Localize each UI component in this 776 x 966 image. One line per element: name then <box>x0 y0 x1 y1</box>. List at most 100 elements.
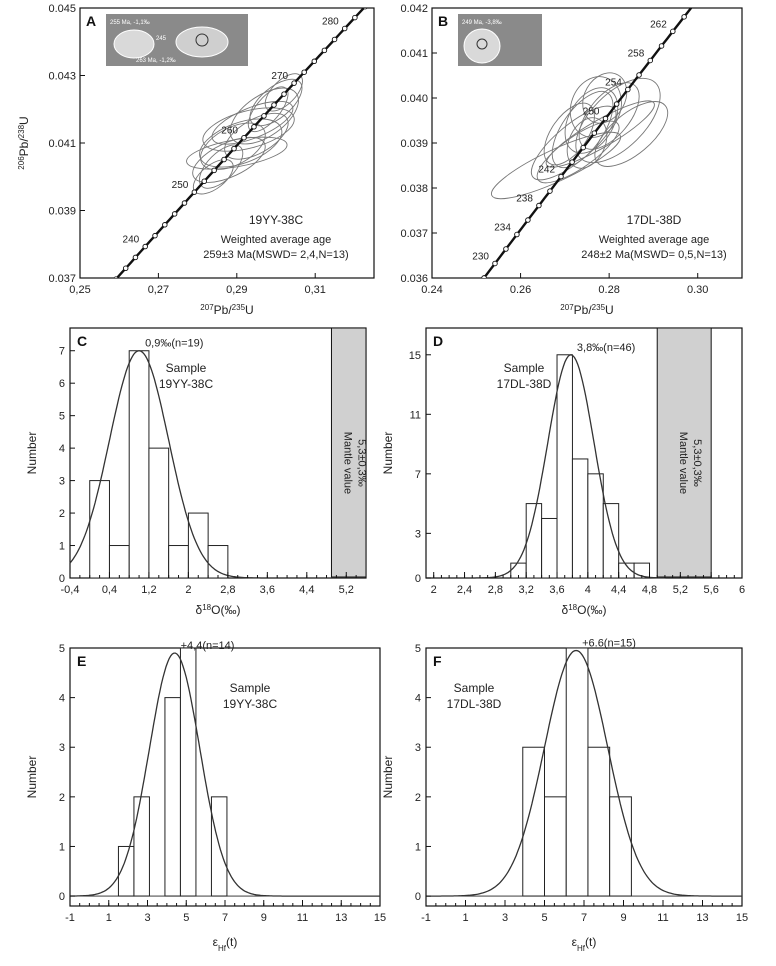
concordia-age-marker <box>460 305 465 310</box>
panel-letter: B <box>438 13 448 29</box>
mantle-value-band <box>330 327 367 578</box>
x-tick-label: 4 <box>585 584 591 596</box>
distribution-curve <box>70 652 380 897</box>
concordia-age-marker <box>122 265 129 272</box>
concordia-age-marker <box>191 189 198 195</box>
histogram-bar <box>587 746 611 897</box>
concordia-age-marker <box>503 246 509 252</box>
panel-letter: D <box>433 333 443 349</box>
y-tick-label: 4 <box>59 443 65 455</box>
concordia-age-marker <box>241 134 247 141</box>
mantle-value: 5,3±0,3‰ <box>356 439 368 487</box>
y-axis-label: Number <box>25 432 39 475</box>
histogram-bar <box>544 796 567 897</box>
y-tick-label: 5 <box>415 643 421 655</box>
y-tick-label: 5 <box>59 411 65 423</box>
panel-a: 240 250 260 270 280 0,25 0,27 0,29 0,31 0.037 0.03… <box>17 3 375 379</box>
x-tick-label: 5,2 <box>339 584 354 596</box>
concordia-age-marker <box>362 8 368 10</box>
mantle-label: Mantle value <box>677 432 689 494</box>
concordia-age-marker <box>113 276 119 278</box>
concordia-age-label: 270 <box>271 71 288 82</box>
concordia-age-marker <box>261 113 267 119</box>
x-tick-label: 3,6 <box>260 584 275 596</box>
x-tick-label: -1 <box>421 912 431 924</box>
x-tick-label: 2,8 <box>488 584 503 596</box>
error-ellipse <box>199 144 244 189</box>
plot-frame <box>69 327 367 579</box>
concordia-age-marker <box>681 14 687 20</box>
concordia-age-marker <box>181 200 188 206</box>
x-tick-label: 13 <box>696 912 708 924</box>
x-tick-label: 7 <box>222 912 228 924</box>
age-label: Weighted average age <box>221 234 332 246</box>
y-tick-label: 0.041 <box>48 138 76 150</box>
panel-e: -1 1 3 5 7 9 11 13 15012345εHf(t)NumberE+4,4(n=1… <box>25 640 386 953</box>
peak-label: +6.6(n=15) <box>582 637 636 649</box>
zircon-grain <box>113 29 155 59</box>
y-tick-label: 2 <box>59 508 65 520</box>
distribution-curve <box>426 354 742 579</box>
x-tick-label: 5,6 <box>704 584 719 596</box>
x-axis-label: 207Pb/235U <box>560 303 613 318</box>
error-ellipse <box>202 107 295 152</box>
concordia-age-marker <box>481 275 487 278</box>
histogram-bar <box>168 545 189 579</box>
x-tick-label: 3 <box>144 912 150 924</box>
concordia-age-label: 260 <box>221 126 238 137</box>
inset-label: 263 Ma, -1,2‰ <box>136 58 176 64</box>
x-tick-label: 0,27 <box>148 284 169 296</box>
histogram-bar <box>541 517 558 579</box>
concordia-age-marker <box>104 288 109 293</box>
x-tick-label: -0,4 <box>61 584 80 596</box>
y-tick-label: 0.043 <box>48 71 76 83</box>
y-tick-label: 2 <box>415 792 421 804</box>
concordia-age-label: 230 <box>472 251 489 262</box>
y-tick-label: 0.045 <box>48 3 76 15</box>
y-axis-label: Number <box>381 432 395 475</box>
concordia-age-label: 240 <box>123 235 140 246</box>
concordia-age-marker <box>27 374 32 379</box>
y-tick-label: 3 <box>59 742 65 754</box>
concordia-age-marker <box>301 69 307 75</box>
sample-id: 17DL-38D <box>447 697 502 711</box>
x-tick-label: 2 <box>185 584 191 596</box>
y-tick-label: 1 <box>59 841 65 853</box>
panel-b: 230 234 238 242 250 254 258 262 0.24 0.26 0.28 0.30… <box>384 3 743 411</box>
concordia-age-marker <box>658 43 665 49</box>
x-tick-label: 5 <box>183 912 189 924</box>
concordia-age-marker <box>384 406 389 411</box>
x-tick-label: 1,2 <box>141 584 156 596</box>
concordia-age-label: 250 <box>583 107 600 118</box>
inset-label: 245 <box>156 36 167 42</box>
x-tick-label: 0.30 <box>687 284 708 296</box>
error-ellipse <box>249 78 303 127</box>
concordia-age-label: 238 <box>516 194 533 205</box>
distribution-curve <box>69 350 366 579</box>
concordia-age-marker <box>201 178 207 185</box>
plot-area <box>27 8 368 379</box>
histogram-bar <box>187 512 209 579</box>
histogram-bar <box>609 796 632 897</box>
y-axis-label: Number <box>25 756 39 799</box>
concordia-age-marker <box>558 173 564 180</box>
concordia-age-marker <box>221 156 227 163</box>
sample-label: 17DL-38D <box>627 213 682 227</box>
age-result: 248±2 Ma(MSWD= 0,5,N=13) <box>581 249 726 261</box>
histogram-bar <box>164 697 181 897</box>
histogram-bar <box>556 354 573 579</box>
x-tick-label: 2,4 <box>457 584 472 596</box>
concordia-age-label: 254 <box>605 78 622 89</box>
sample-label: Sample <box>166 361 207 375</box>
mantle-value: 5,3±0,3‰ <box>691 439 703 487</box>
error-ellipse <box>569 76 622 138</box>
zircon-grain <box>175 26 229 58</box>
concordia-curve <box>115 8 366 278</box>
sample-label: 19YY-38C <box>249 213 304 227</box>
concordia-age-marker <box>591 130 598 136</box>
concordia-age-marker <box>580 144 586 151</box>
concordia-age-marker <box>331 36 338 43</box>
x-tick-label: 1 <box>106 912 112 924</box>
x-tick-label: 9 <box>620 912 626 924</box>
